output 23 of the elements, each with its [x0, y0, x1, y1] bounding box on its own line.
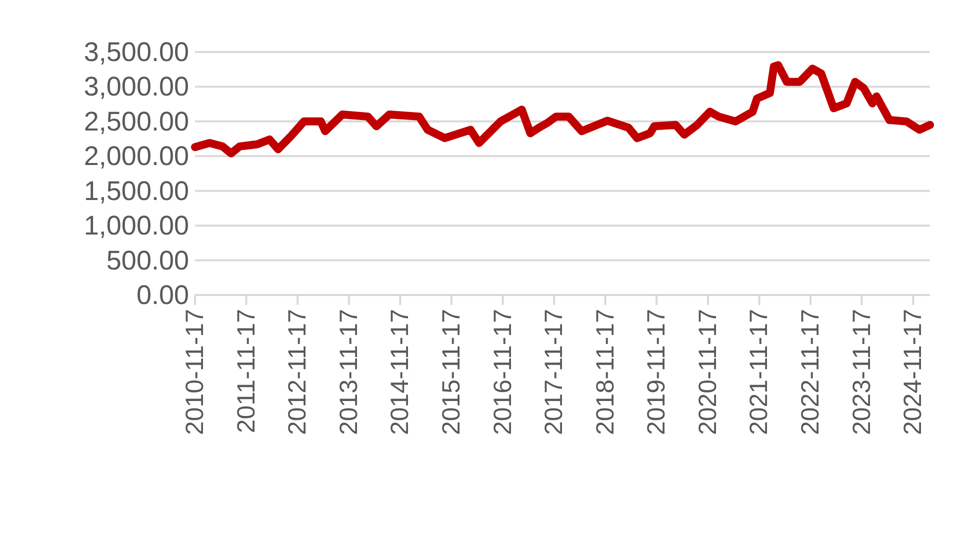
x-tick-label: 2016-11-17 [488, 309, 517, 436]
y-tick-label: 1,000.00 [84, 210, 189, 241]
x-tick-label: 2018-11-17 [591, 309, 620, 436]
x-tick-label: 2022-11-17 [796, 309, 824, 436]
y-tick-label: 1,500.00 [84, 176, 189, 206]
y-tick-label: 3,500.00 [84, 37, 189, 67]
y-tick-label: 2,500.00 [84, 106, 189, 136]
y-tick-label: 3,000.00 [84, 72, 189, 102]
x-tick-label: 2010-11-17 [181, 309, 209, 436]
x-tick-label: 2012-11-17 [284, 309, 312, 436]
x-tick-label: 2017-11-17 [540, 309, 568, 436]
y-tick-label: 2,000.00 [84, 141, 189, 172]
x-tick-label: 2019-11-17 [642, 309, 671, 436]
y-tick-label: 500.00 [106, 245, 189, 276]
x-tick-label: 2014-11-17 [386, 309, 414, 436]
x-tick-label: 2013-11-17 [334, 309, 363, 436]
x-tick-label: 2015-11-17 [437, 309, 466, 436]
y-tick-label: 0.00 [136, 280, 189, 310]
x-tick-label: 2023-11-17 [848, 309, 876, 436]
x-tick-label: 2021-11-17 [745, 309, 774, 436]
x-tick-label: 2024-11-17 [899, 309, 928, 436]
x-tick-label: 2020-11-17 [694, 309, 722, 436]
x-tick-label: 2011-11-17 [232, 309, 260, 434]
